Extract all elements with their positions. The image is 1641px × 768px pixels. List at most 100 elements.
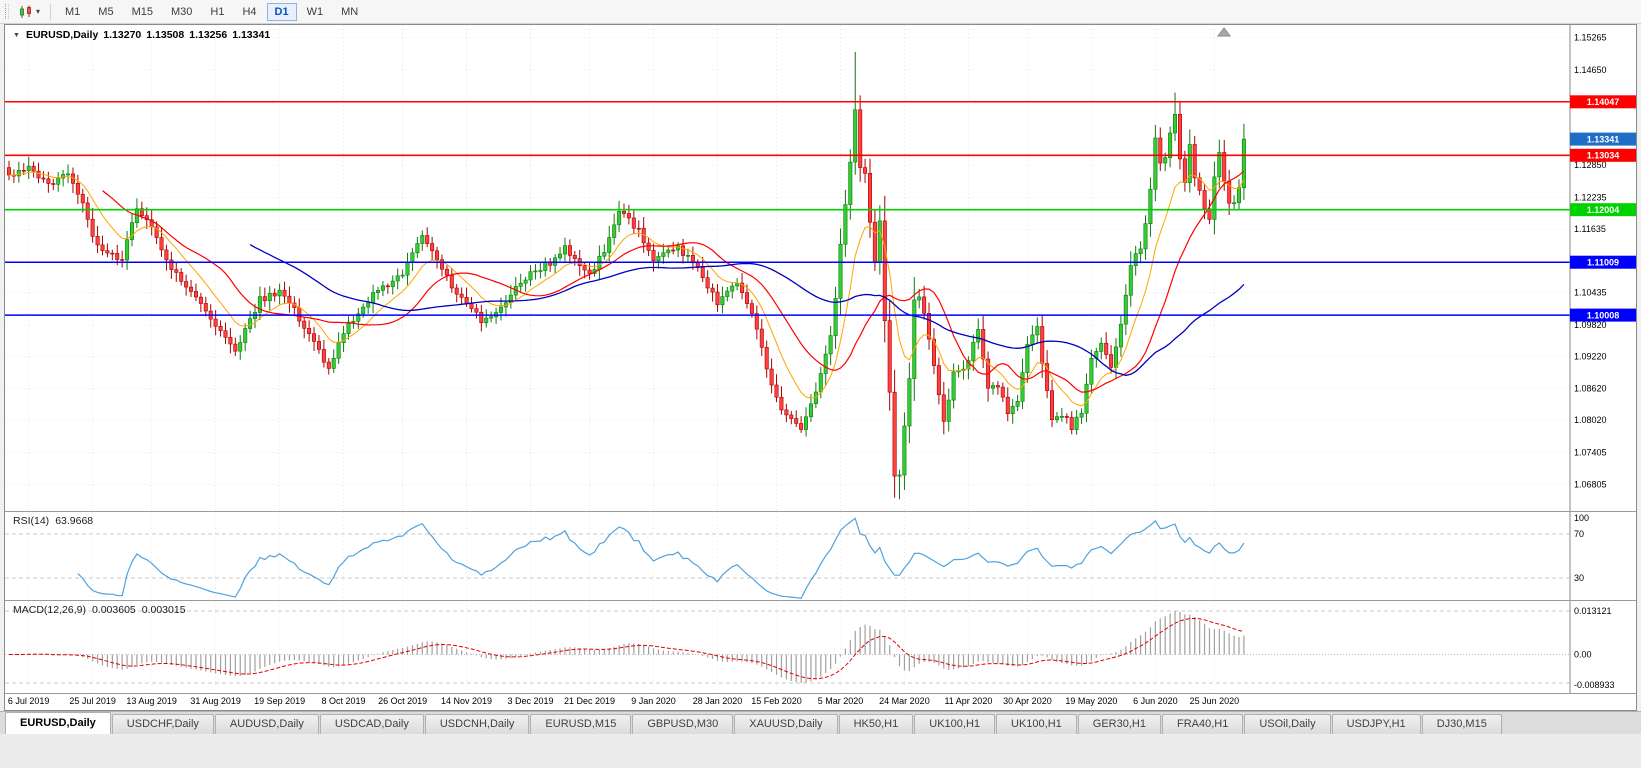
macd-axis-label: -0.008933 [1574, 680, 1615, 690]
date-label: 25 Jul 2019 [69, 696, 116, 706]
date-label: 6 Jun 2020 [1133, 696, 1178, 706]
tab-uk100-h1[interactable]: UK100,H1 [914, 714, 996, 734]
panel-separator[interactable] [5, 511, 1636, 512]
price-level-badge: 1.12004 [1570, 203, 1636, 217]
date-label: 5 Mar 2020 [817, 696, 864, 706]
tab-fra40-h1[interactable]: FRA40,H1 [1161, 714, 1244, 734]
ma-fast-line [8, 171, 1245, 407]
candles-series [6, 51, 1246, 500]
tab-gbpusd-m30[interactable]: GBPUSD,M30 [632, 714, 734, 734]
chevron-down-icon: ▾ [36, 6, 41, 16]
tab-xauusd-daily[interactable]: XAUUSD,Daily [734, 714, 838, 734]
date-label: 24 Mar 2020 [879, 696, 930, 706]
svg-text:1.11009: 1.11009 [1587, 257, 1619, 267]
date-label: 21 Dec 2019 [564, 696, 616, 706]
ma-slow-line [249, 244, 1245, 377]
date-label: 8 Oct 2019 [321, 696, 366, 706]
timeframe-h1[interactable]: H1 [202, 3, 232, 21]
price-axis-label: 1.09220 [1574, 352, 1607, 362]
tab-usoil-daily[interactable]: USOil,Daily [1244, 714, 1331, 734]
rsi-value: 63.9668 [55, 515, 94, 527]
date-label: 11 Apr 2020 [944, 696, 993, 706]
low-value: 1.13256 [189, 29, 228, 41]
workspace-background [0, 734, 1641, 768]
timeframe-w1[interactable]: W1 [299, 3, 332, 21]
date-label: 15 Feb 2020 [751, 696, 802, 706]
toolbar-drag-handle[interactable] [5, 4, 9, 19]
tab-audusd-daily[interactable]: AUDUSD,Daily [214, 714, 319, 734]
close-value: 1.13341 [232, 29, 271, 41]
timeframe-toolbar: ▾ M1 M5 M15 M30 H1 H4 D1 W1 MN [0, 0, 1641, 24]
rsi-axis-label: 30 [1574, 573, 1584, 583]
timeframe-m30[interactable]: M30 [163, 3, 200, 21]
macd-main-value: 0.003605 [91, 604, 136, 616]
macd-signal-line [9, 617, 1245, 680]
tab-dj30-m15[interactable]: DJ30,M15 [1421, 714, 1502, 734]
grid [5, 25, 1570, 511]
price-axis-label: 1.08020 [1574, 415, 1607, 425]
date-label: 26 Oct 2019 [378, 696, 428, 706]
price-axis-label: 1.15265 [1574, 32, 1607, 42]
chart-window: 1.15265 1.14650 1.12850 1.12235 1.11635 1.104… [4, 24, 1637, 711]
toolbar-separator [50, 3, 52, 20]
price-chart[interactable]: 1.15265 1.14650 1.12850 1.12235 1.11635 1.104… [5, 25, 1636, 511]
svg-text:1.10008: 1.10008 [1587, 310, 1620, 320]
price-axis-label: 1.12850 [1574, 160, 1607, 170]
symbol-period-label: EURUSD,Daily [25, 29, 99, 41]
tab-eurusd-daily[interactable]: EURUSD,Daily [5, 712, 111, 734]
macd-panel[interactable]: 0.013121 0.00 -0.008933 [5, 601, 1636, 693]
macd-signal-value: 0.003015 [141, 604, 186, 616]
rsi-axis-label: 70 [1574, 529, 1584, 539]
timeframe-buttons: M1 M5 M15 M30 H1 H4 D1 W1 MN [56, 2, 367, 21]
date-label: 3 Dec 2019 [507, 696, 554, 706]
date-label: 9 Jan 2020 [631, 696, 676, 706]
rsi-name: RSI(14) [13, 515, 50, 527]
high-value: 1.13508 [146, 29, 185, 41]
rsi-line [77, 517, 1245, 599]
tab-usdchf-daily[interactable]: USDCHF,Daily [111, 714, 214, 734]
price-axis-label: 1.12235 [1574, 192, 1607, 202]
date-label: 28 Jan 2020 [692, 696, 743, 706]
price-level-badge: 1.11009 [1570, 255, 1636, 269]
panel-separator[interactable] [5, 693, 1636, 694]
panel-separator[interactable] [5, 600, 1636, 601]
timeframe-m5[interactable]: M5 [90, 3, 121, 21]
price-level-badge: 1.13034 [1570, 148, 1636, 162]
svg-text:1.12004: 1.12004 [1587, 205, 1620, 215]
rsi-indicator-label: RSI(14) 63.9668 [13, 515, 93, 527]
timeframe-m15[interactable]: M15 [124, 3, 161, 21]
tab-usdcad-daily[interactable]: USDCAD,Daily [319, 714, 424, 734]
ma-mid-line [102, 170, 1245, 393]
svg-text:1.13034: 1.13034 [1587, 150, 1620, 160]
timeframe-h4[interactable]: H4 [234, 3, 264, 21]
quick-trade-arrow-icon[interactable]: ▼ [13, 31, 20, 39]
timeframe-mn[interactable]: MN [333, 3, 366, 21]
macd-axis-label: 0.013121 [1574, 606, 1612, 616]
tab-hk50-h1[interactable]: HK50,H1 [838, 714, 914, 734]
date-label: 25 Jun 2020 [1189, 696, 1240, 706]
price-axis-label: 1.07405 [1574, 448, 1607, 458]
chart-shift-marker[interactable] [1217, 27, 1231, 37]
macd-indicator-label: MACD(12,26,9) 0.003605 0.003015 [13, 604, 186, 616]
timeframe-m1[interactable]: M1 [57, 3, 88, 21]
tab-uk100-h1[interactable]: UK100,H1 [996, 714, 1077, 734]
tab-eurusd-m15[interactable]: EURUSD,M15 [530, 714, 632, 734]
timeframe-d1[interactable]: D1 [266, 3, 297, 21]
price-axis-label: 1.14650 [1574, 65, 1607, 75]
svg-text:1.14047: 1.14047 [1587, 97, 1620, 107]
tab-usdjpy-h1[interactable]: USDJPY,H1 [1331, 714, 1421, 734]
date-label: 30 Apr 2020 [1003, 696, 1052, 706]
chart-type-button[interactable]: ▾ [13, 2, 45, 22]
price-level-badge: 1.13341 [1570, 132, 1636, 146]
price-axis-label: 1.08620 [1574, 383, 1607, 393]
tab-usdcnh-daily[interactable]: USDCNH,Daily [424, 714, 530, 734]
date-label: 19 May 2020 [1065, 696, 1118, 706]
chart-ohlc-header: ▼ EURUSD,Daily 1.13270 1.13508 1.13256 1… [13, 29, 270, 41]
tab-ger30-h1[interactable]: GER30,H1 [1077, 714, 1161, 734]
price-level-badge: 1.14047 [1570, 95, 1636, 109]
time-axis: 6 Jul 2019 25 Jul 2019 13 Aug 2019 31 Aug 2… [5, 694, 1636, 710]
rsi-panel[interactable]: 100 70 30 [5, 512, 1636, 600]
chart-tab-bar: EURUSD,Daily USDCHF,Daily AUDUSD,Daily USDC… [0, 711, 1641, 734]
open-value: 1.13270 [103, 29, 142, 41]
